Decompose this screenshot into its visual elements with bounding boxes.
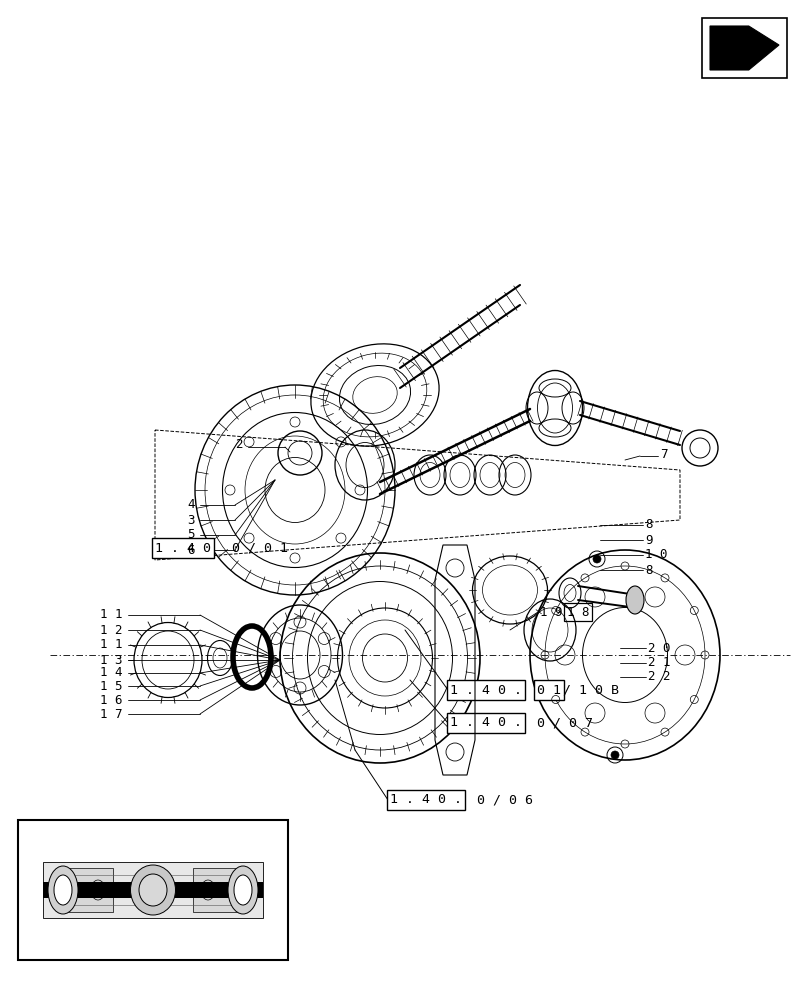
Bar	[43, 882, 263, 898]
Text: 1 8: 1 8	[566, 605, 589, 618]
Text: 1 9: 1 9	[539, 605, 562, 618]
Text: 2 1: 2 1	[647, 656, 670, 670]
Bar	[63, 868, 113, 912]
Ellipse shape	[625, 586, 643, 614]
Text: 1 0: 1 0	[644, 548, 667, 562]
Text: 1 . 4 0: 1 . 4 0	[155, 542, 211, 554]
Text: 2 0: 2 0	[647, 642, 670, 654]
Text: 2 2: 2 2	[647, 670, 670, 684]
Text: 4: 4	[187, 498, 195, 512]
Text: 0 1: 0 1	[536, 684, 560, 696]
Bar	[702, 18, 786, 78]
Bar	[18, 820, 288, 960]
Text: 9: 9	[644, 534, 652, 546]
Text: 8: 8	[644, 564, 652, 576]
Ellipse shape	[234, 875, 251, 905]
Text: 8: 8	[644, 518, 652, 532]
Text: 5: 5	[187, 528, 195, 542]
Text: 1 7: 1 7	[100, 708, 122, 720]
Ellipse shape	[228, 866, 258, 914]
Text: 1 . 4 0 .: 1 . 4 0 .	[449, 684, 521, 696]
Text: 1 5: 1 5	[100, 680, 122, 692]
Bar	[43, 862, 263, 918]
Text: 1 1: 1 1	[100, 608, 122, 621]
Text: 3: 3	[187, 514, 195, 526]
Ellipse shape	[54, 875, 72, 905]
Ellipse shape	[139, 874, 167, 906]
Text: 2: 2	[234, 438, 242, 452]
Text: 1 . 4 0 .: 1 . 4 0 .	[449, 716, 521, 730]
Text: 7: 7	[659, 448, 667, 462]
Text: 1 3: 1 3	[100, 654, 122, 666]
Text: 0 / 0 1: 0 / 0 1	[232, 542, 288, 554]
Text: 0 / 0 7: 0 / 0 7	[536, 716, 592, 730]
Ellipse shape	[48, 866, 78, 914]
Circle shape	[610, 751, 618, 759]
Text: 1 . 4 0 .: 1 . 4 0 .	[389, 793, 461, 806]
Text: 6: 6	[187, 544, 195, 556]
Text: 1 2: 1 2	[100, 624, 122, 637]
Text: 0 / 0 6: 0 / 0 6	[476, 793, 532, 806]
Polygon shape	[709, 26, 778, 70]
Text: / 1 0 B: / 1 0 B	[562, 684, 618, 696]
Text: 1 1: 1 1	[100, 639, 122, 652]
Bar	[193, 868, 242, 912]
Text: 1 6: 1 6	[100, 694, 122, 706]
Circle shape	[592, 555, 600, 563]
Text: 1 4: 1 4	[100, 666, 122, 680]
Ellipse shape	[131, 865, 175, 915]
